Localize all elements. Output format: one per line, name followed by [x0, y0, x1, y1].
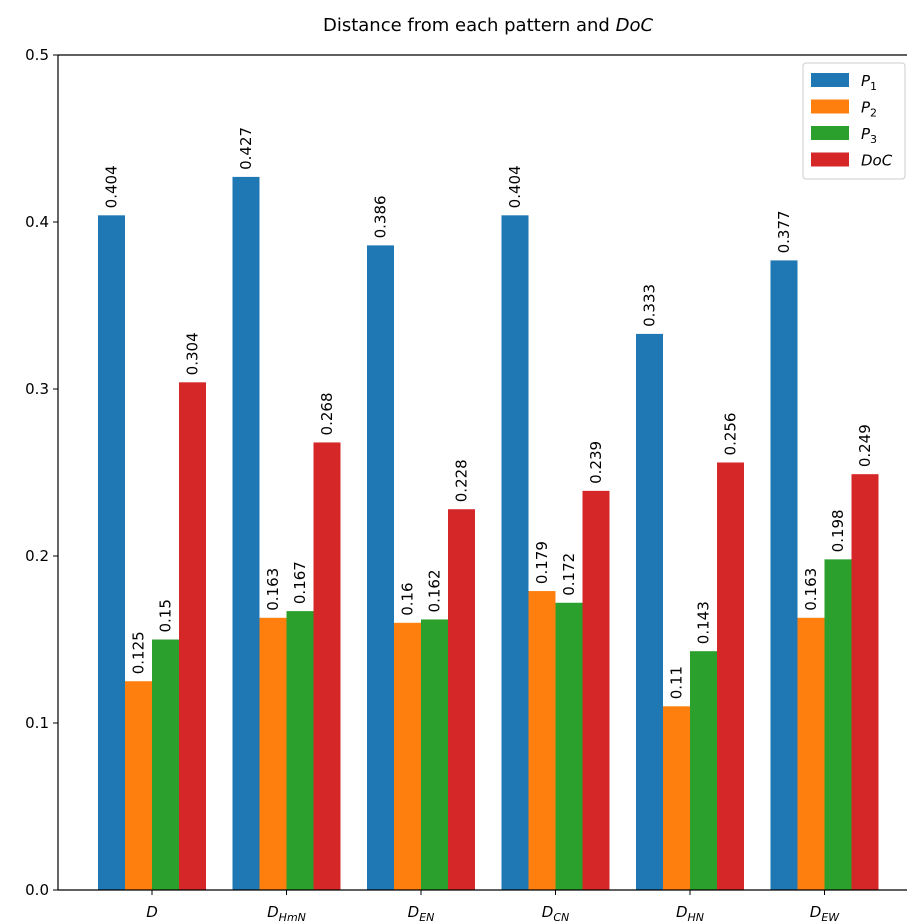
data-label-series1-cat4: 0.404	[506, 165, 524, 208]
data-labels-group: 0.404 0.427 0.386 0.404 0.333 0.377 0.125 0.163…	[103, 127, 875, 699]
bar-series1-cat5	[636, 333, 663, 890]
bar-series3-cat1	[152, 639, 179, 890]
axes-group: 0.0 0.1 0.2 0.3 0.4 0.5 D DHmN DEN DCN DHN DEW	[25, 46, 907, 923]
data-label-series1-cat6: 0.377	[775, 210, 793, 253]
legend-swatch-3	[811, 126, 849, 140]
bar-series4-cat4	[582, 490, 610, 890]
data-label-series2-cat4: 0.179	[533, 541, 551, 584]
data-label-series4-cat2: 0.268	[318, 392, 336, 435]
bar-series2-cat2	[259, 617, 287, 890]
bar-series3-cat6	[824, 559, 852, 890]
bar-series2-cat1	[125, 681, 152, 890]
y-tick-label: 0.0	[25, 881, 49, 899]
data-label-series1-cat3: 0.386	[372, 195, 390, 238]
data-label-series3-cat6: 0.198	[829, 509, 847, 552]
bar-series4-cat6	[851, 474, 879, 890]
data-label-series3-cat2: 0.167	[291, 561, 309, 604]
data-label-series4-cat3: 0.228	[453, 459, 471, 502]
data-label-series4-cat4: 0.239	[587, 441, 605, 484]
data-label-series4-cat5: 0.256	[722, 413, 740, 456]
data-label-series1-cat1: 0.404	[103, 165, 121, 208]
bar-series1-cat3	[367, 245, 394, 890]
data-label-series4-cat1: 0.304	[184, 332, 202, 375]
bar-series4-cat3	[448, 509, 475, 890]
bar-series1-cat1	[98, 215, 125, 890]
bar-series1-cat6	[770, 260, 798, 890]
chart-title-italic: DoC	[616, 15, 654, 36]
legend: P1 P2 P3 DoC	[802, 62, 906, 180]
legend-swatch-4	[811, 152, 849, 167]
bar-series1-cat4	[501, 215, 529, 890]
data-label-series2-cat1: 0.125	[130, 631, 148, 674]
legend-swatch-2	[811, 99, 849, 114]
bar-series4-cat1	[179, 382, 206, 890]
bar-series1-cat2	[232, 176, 260, 890]
bar-series4-cat2	[313, 442, 341, 890]
bar-series3-cat2	[286, 611, 314, 890]
bar-series3-cat5	[690, 651, 717, 890]
x-tick-label-6: DEW	[810, 903, 841, 923]
y-tick-label: 0.1	[25, 714, 49, 732]
legend-label-3: P3	[861, 125, 877, 146]
chart-title-main: Distance from each pattern and	[323, 15, 616, 36]
data-label-series1-cat5: 0.333	[641, 284, 659, 327]
data-label-series1-cat2: 0.427	[237, 127, 255, 170]
legend-label-4: DoC	[861, 152, 893, 170]
y-tick-label: 0.4	[25, 213, 49, 231]
data-label-series4-cat6: 0.249	[856, 424, 874, 467]
data-label-series3-cat5: 0.143	[695, 601, 713, 644]
data-label-series3-cat4: 0.172	[560, 553, 578, 596]
bar-series2-cat6	[797, 617, 825, 890]
data-label-series2-cat5: 0.11	[668, 666, 686, 699]
legend-label-2: P2	[861, 99, 877, 120]
bar-series4-cat5	[717, 462, 744, 890]
x-tick-label-1: D	[146, 903, 158, 921]
y-tick-label: 0.2	[25, 547, 49, 565]
y-tick-label: 0.5	[25, 46, 49, 64]
data-label-series2-cat6: 0.163	[802, 568, 820, 611]
bars-group	[98, 176, 879, 890]
bar-series3-cat3	[421, 619, 448, 890]
x-tick-label-2: DHmN	[267, 903, 306, 923]
bar-series3-cat4	[555, 602, 583, 890]
bar-series2-cat3	[394, 622, 421, 890]
legend-label-1: P1	[861, 72, 877, 93]
data-label-series3-cat1: 0.15	[157, 599, 175, 632]
x-tick-label-5: DHN	[676, 903, 704, 923]
chart-title: Distance from each pattern and DoC	[323, 15, 653, 36]
y-tick-label: 0.3	[25, 380, 49, 398]
bar-series2-cat5	[663, 706, 690, 890]
x-tick-label-3: DEN	[408, 903, 435, 923]
data-label-series2-cat2: 0.163	[264, 568, 282, 611]
data-label-series3-cat3: 0.162	[426, 570, 444, 613]
bar-series2-cat4	[528, 591, 556, 890]
legend-box	[802, 62, 906, 180]
data-label-series2-cat3: 0.16	[399, 582, 417, 615]
x-tick-label-4: DCN	[542, 903, 569, 923]
legend-swatch-1	[811, 73, 849, 87]
